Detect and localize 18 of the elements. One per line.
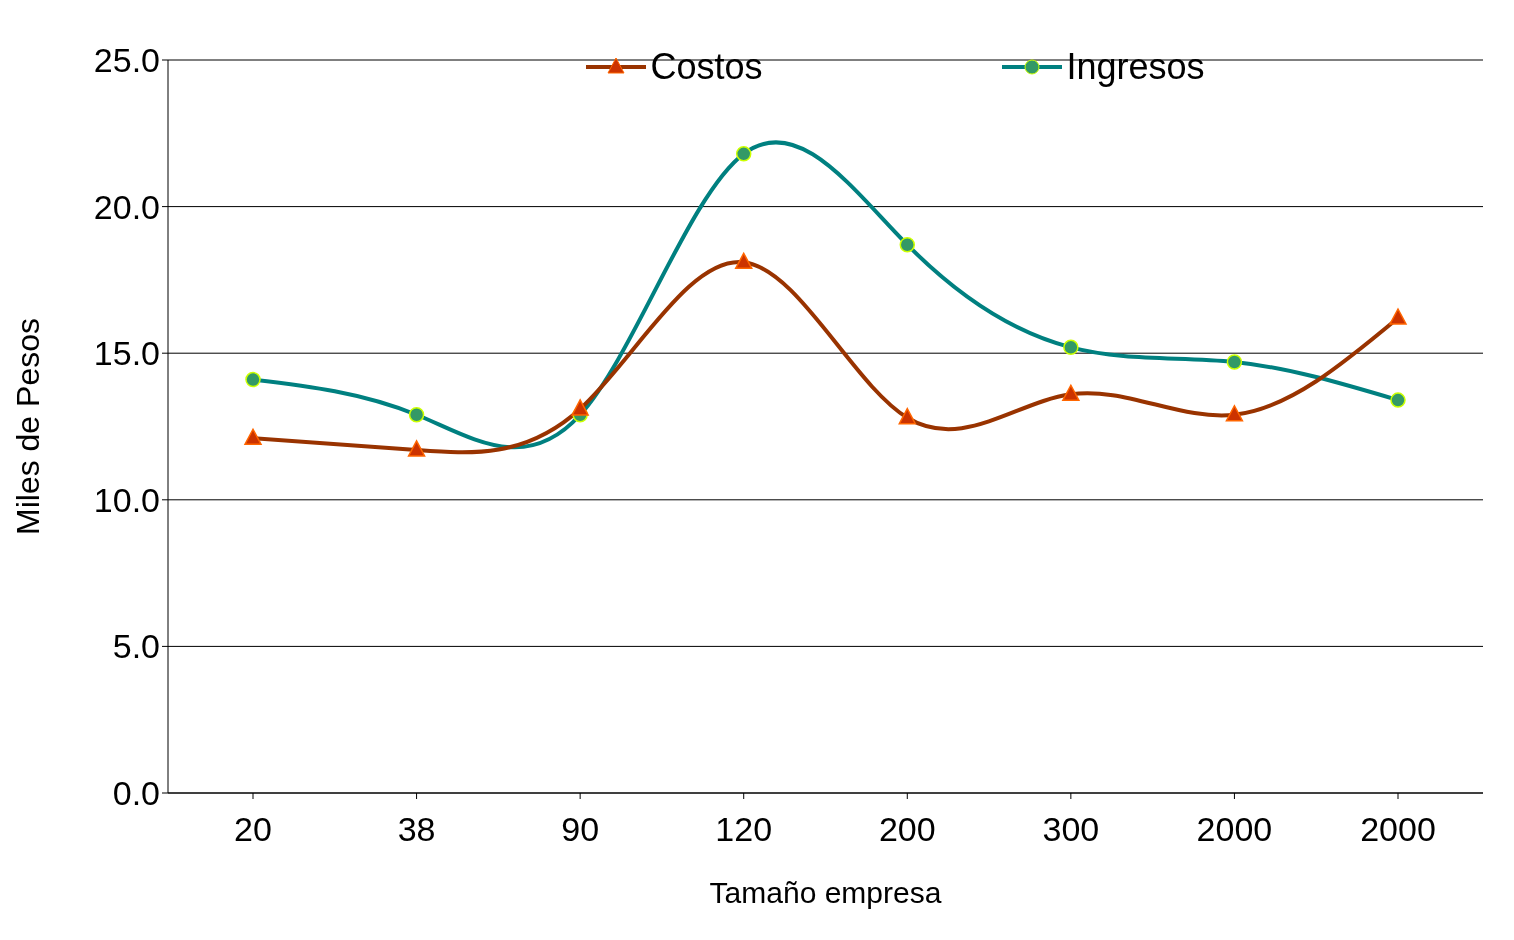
x-tick-label: 38 bbox=[397, 810, 436, 849]
y-tick-label: 5.0 bbox=[112, 627, 160, 666]
legend-label: Costos bbox=[650, 46, 763, 88]
x-tick-label: 20 bbox=[234, 810, 272, 849]
y-tick-label: 10.0 bbox=[93, 480, 160, 519]
y-tick-label: 25.0 bbox=[93, 41, 160, 80]
x-tick-label: 120 bbox=[715, 810, 773, 849]
legend-label: Ingresos bbox=[1066, 46, 1205, 88]
x-tick-label: 2000 bbox=[1360, 810, 1436, 849]
y-tick-label: 15.0 bbox=[93, 334, 160, 373]
y-tick-label: 20.0 bbox=[93, 187, 160, 226]
x-tick-label: 200 bbox=[878, 810, 936, 849]
x-tick-label: 300 bbox=[1042, 810, 1100, 849]
x-axis-title: Tamaño empresa bbox=[709, 876, 942, 909]
y-axis-title: Miles de Pesos bbox=[10, 318, 47, 535]
x-tick-label: 2000 bbox=[1196, 810, 1273, 849]
y-tick-label: 0.0 bbox=[112, 774, 160, 813]
x-tick-label: 90 bbox=[561, 810, 600, 849]
